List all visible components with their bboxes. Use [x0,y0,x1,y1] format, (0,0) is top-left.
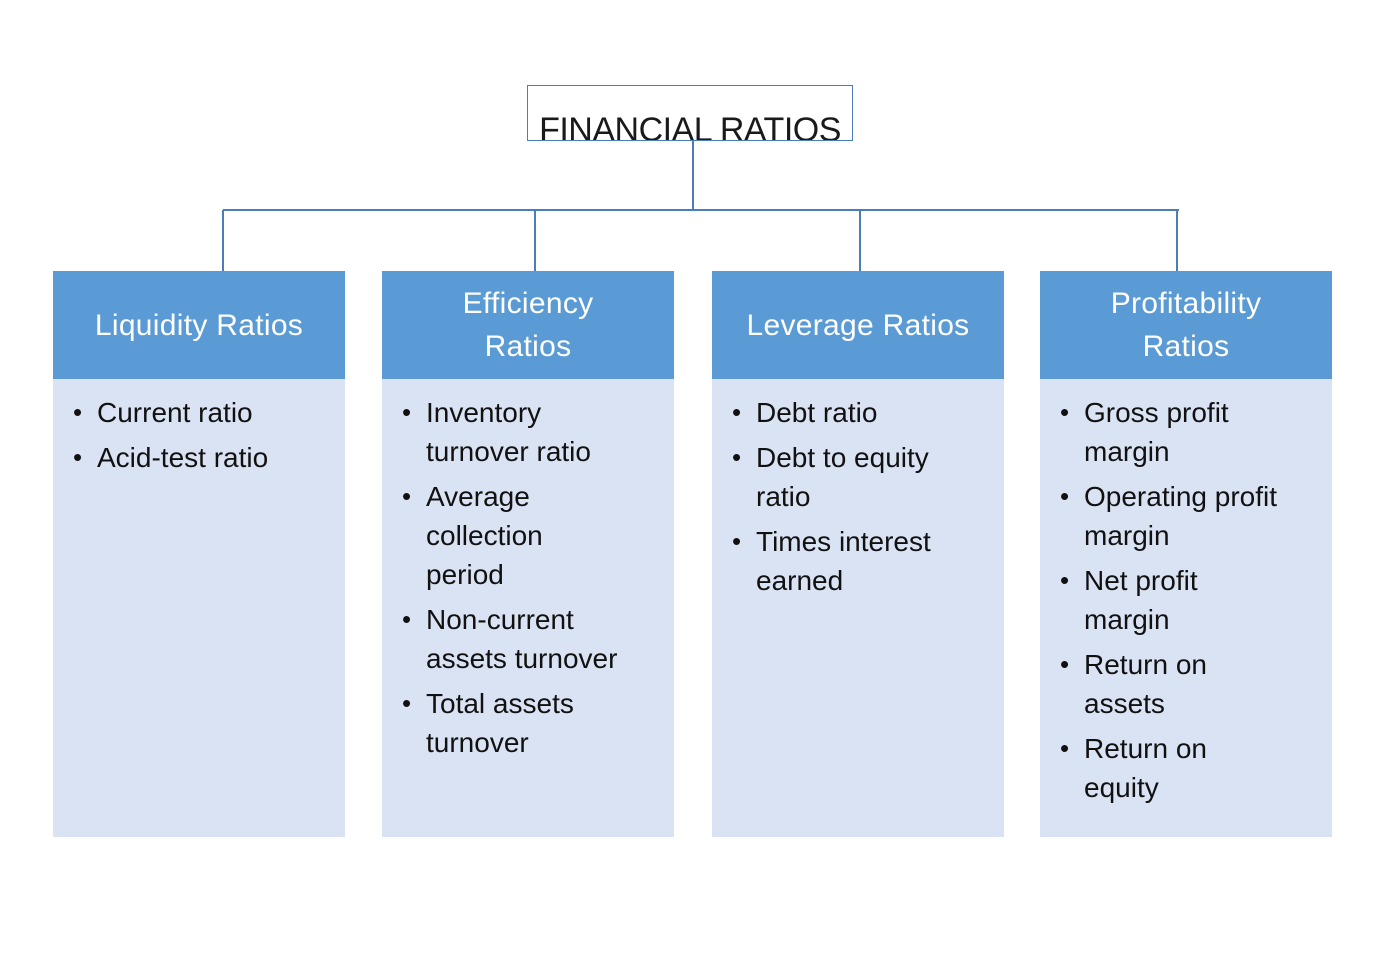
category-liquidity: Liquidity Ratios Current ratio Acid-test… [53,271,345,837]
category-item-list: Debt ratio Debt to equity ratio Times in… [732,393,990,600]
list-item: Inventory turnover ratio [402,393,626,471]
list-item: Net profit margin [1060,561,1244,639]
list-item: Debt to equity ratio [732,438,976,516]
category-body: Debt ratio Debt to equity ratio Times in… [712,379,1004,837]
category-leverage: Leverage Ratios Debt ratio Debt to equit… [712,271,1004,837]
list-item: Operating profit margin [1060,477,1284,555]
category-item-list: Current ratio Acid-test ratio [73,393,331,477]
category-title: Liquidity Ratios [94,308,304,342]
list-item: Debt ratio [732,393,990,432]
list-item: Total assets turnover [402,684,626,762]
category-item-list: Inventory turnover ratio Average collect… [402,393,660,762]
category-item-list: Gross profit margin Operating profit mar… [1060,393,1318,807]
category-title: Leverage Ratios [746,308,970,342]
list-item: Return on equity [1060,729,1244,807]
category-title: Efficiency Ratios [462,287,594,363]
category-body: Inventory turnover ratio Average collect… [382,379,674,837]
list-item: Return on assets [1060,645,1244,723]
list-item: Non-current assets turnover [402,600,660,678]
category-header: Efficiency Ratios [382,271,674,379]
category-header: Profitability Ratios [1040,271,1332,379]
list-item: Current ratio [73,393,331,432]
category-profitability: Profitability Ratios Gross profit margin… [1040,271,1332,837]
list-item: Acid-test ratio [73,438,331,477]
root-node: FINANCIAL RATIOS [527,85,853,141]
category-efficiency: Efficiency Ratios Inventory turnover rat… [382,271,674,837]
category-body: Current ratio Acid-test ratio [53,379,345,837]
list-item: Average collection period [402,477,576,594]
category-body: Gross profit margin Operating profit mar… [1040,379,1332,837]
root-label: FINANCIAL RATIOS [539,111,841,141]
category-title: Profitability Ratios [1110,287,1262,363]
list-item: Gross profit margin [1060,393,1264,471]
list-item: Times interest earned [732,522,976,600]
category-header: Leverage Ratios [712,271,1004,379]
category-header: Liquidity Ratios [53,271,345,379]
